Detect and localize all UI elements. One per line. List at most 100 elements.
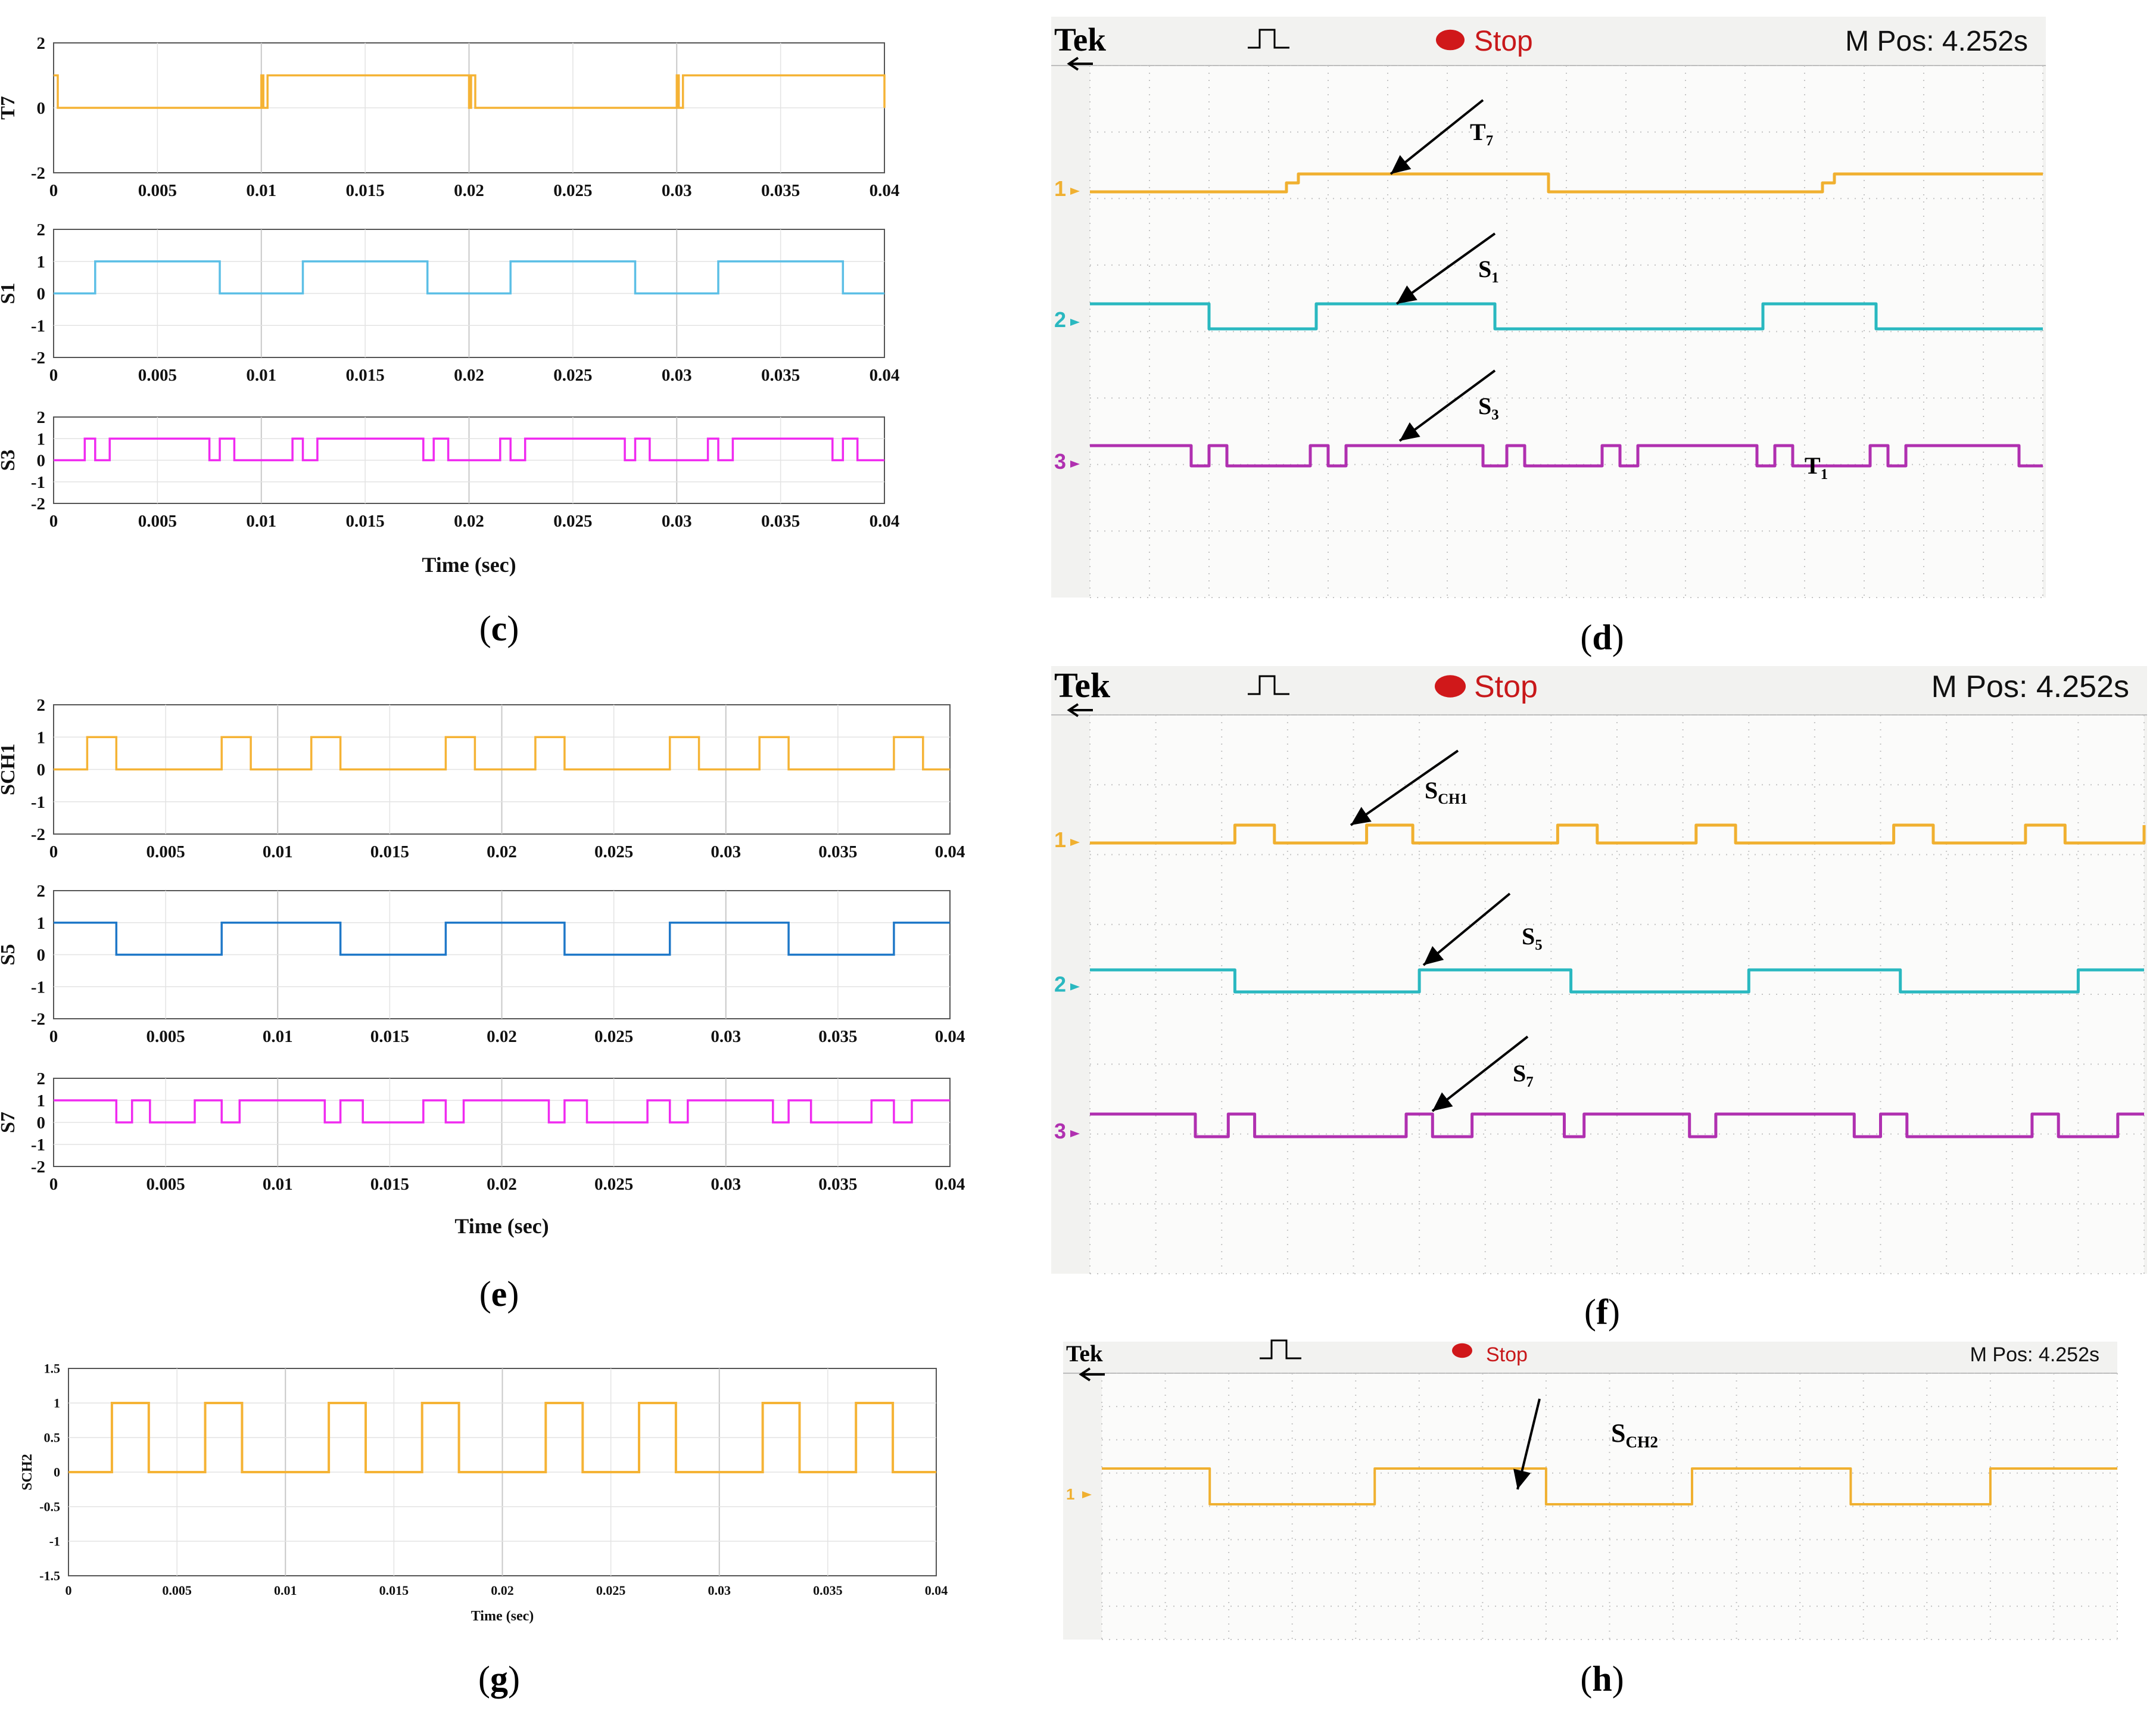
x-tick-label: 0.025 (553, 512, 592, 531)
annotation-arrow (1350, 749, 1459, 826)
y-tick-label: 1 (37, 728, 46, 747)
sim-panel-e: 0 0.005 0.01 0.015 0.02 0.025 0.03 0.035 0.04 2 1 0… (0, 696, 965, 1238)
annotation-subscript: CH1 (1438, 791, 1468, 807)
series-line-S5 (54, 922, 950, 956)
channel-marker-arrow-icon (1070, 319, 1080, 326)
x-tick-label: 0.035 (818, 842, 857, 861)
channel-marker-1: 1 (1054, 827, 1066, 852)
subplot-SCH2: 0 0.005 0.01 0.015 0.02 0.025 0.03 0.035 0.04 1.5… (20, 1361, 948, 1598)
y-tick-label: 0 (37, 452, 46, 471)
subplot-S1: 0 0.005 0.01 0.015 0.02 0.025 0.03 0.035 0.04 2 1 0… (0, 220, 899, 385)
x-tick-label: 0.04 (870, 366, 900, 385)
subplot-S7: 0 0.005 0.01 0.015 0.02 0.025 0.03 0.035 0.04 2 1 0… (0, 1069, 965, 1194)
y-tick-label: 2 (37, 408, 46, 427)
trigger-arrow-head (1067, 57, 1079, 71)
annotation-arrow (1431, 1035, 1529, 1112)
x-tick-label: 0.04 (935, 1027, 965, 1046)
y-tick-label: 2 (37, 696, 46, 715)
subplot-SCH1: 0 0.005 0.01 0.015 0.02 0.025 0.03 0.035 0.04 2 1 0… (0, 696, 965, 861)
x-tick-label: 0.025 (594, 1175, 633, 1194)
series-line-S3 (54, 437, 884, 462)
x-tick-label: 0.015 (370, 1175, 409, 1194)
annotation-arrow (1389, 99, 1484, 175)
annotation-main: T (1805, 452, 1821, 479)
caption-e: (e) (479, 1274, 519, 1314)
x-tick-label: 0.03 (711, 1175, 741, 1194)
series-line-S7 (54, 1099, 950, 1124)
y-axis-label: SCH2 (20, 1454, 35, 1490)
annotation-main: S (1478, 393, 1491, 419)
caption-d: (d) (1580, 618, 1624, 657)
subplot-S3: 0 0.005 0.01 0.015 0.02 0.025 0.03 0.035 0.04 2 1 0… (0, 408, 899, 531)
annotation-arrowhead (1400, 422, 1420, 441)
annotation-label: T7 (1470, 119, 1493, 149)
annotation-main: T (1470, 119, 1486, 145)
y-axis-label: T7 (0, 96, 19, 120)
y-tick-label: -1 (31, 316, 45, 335)
x-tick-label: 0.01 (246, 366, 276, 385)
x-tick-label: 0.005 (147, 842, 185, 861)
y-axis-label: S7 (0, 1112, 19, 1133)
annotation-arrowhead (1432, 1092, 1453, 1111)
annotation-subscript: 7 (1486, 133, 1493, 149)
channel-marker-arrow-icon (1070, 983, 1080, 991)
x-tick-label: 0.025 (596, 1583, 626, 1598)
annotation-label: SCH1 (1425, 777, 1468, 807)
channel-marker-3: 3 (1054, 449, 1066, 474)
x-tick-label: 0.015 (346, 181, 385, 200)
x-tick-label: 0.02 (487, 1175, 517, 1194)
annotation-arrowhead (1397, 285, 1417, 304)
scope-trace-ch3 (1090, 1112, 2144, 1138)
x-tick-label: 0.015 (346, 512, 385, 531)
scope-trace-ch3 (1090, 444, 2043, 468)
series-line-T7 (54, 74, 886, 109)
x-tick-label: 0.035 (818, 1027, 857, 1046)
scope-panel-h: Tek Stop M Pos: 4.252s 1 SCH2 (1063, 1339, 2118, 1640)
stop-indicator-icon (1436, 29, 1465, 51)
x-tick-label: 0 (66, 1583, 72, 1598)
y-tick-label: 2 (37, 882, 46, 901)
x-tick-label: 0.03 (711, 842, 741, 861)
x-tick-label: 0.04 (935, 842, 965, 861)
channel-marker-2: 2 (1054, 307, 1066, 332)
annotation-main: S (1425, 777, 1438, 804)
x-tick-label: 0.03 (708, 1583, 731, 1598)
scope-status: Stop (1474, 26, 1533, 57)
caption-c: (c) (479, 609, 519, 648)
annotation-subscript: 1 (1821, 466, 1828, 483)
x-axis-label: Time (sec) (471, 1609, 534, 1624)
x-tick-label: 0.03 (662, 366, 692, 385)
annotation-arrowhead (1423, 946, 1444, 965)
y-axis-label: SCH1 (0, 743, 19, 795)
annotation-label: S7 (1513, 1060, 1534, 1090)
y-tick-label: 1 (37, 253, 46, 272)
annotation-subscript: 1 (1491, 270, 1498, 286)
y-tick-label: -1.5 (39, 1569, 60, 1584)
y-tick-label: 0 (37, 946, 46, 965)
y-tick-label: -2 (31, 1158, 45, 1177)
y-tick-label: 0 (37, 1113, 46, 1133)
annotation-subscript: 7 (1526, 1074, 1533, 1090)
scope-trace-ch1 (1090, 823, 2146, 845)
x-tick-label: 0.025 (553, 181, 592, 200)
annotation-arrowhead (1391, 155, 1412, 174)
trigger-arrow-head (1079, 1367, 1091, 1382)
channel-marker-arrow-icon (1070, 1130, 1080, 1137)
x-tick-label: 0.025 (553, 366, 592, 385)
stop-indicator-icon (1435, 675, 1466, 698)
annotation-main: S (1478, 256, 1491, 282)
x-axis-label: Time (sec) (422, 553, 516, 577)
y-tick-label: 0 (37, 761, 46, 780)
y-tick-label: -2 (31, 164, 45, 183)
x-tick-label: 0.04 (925, 1583, 948, 1598)
x-tick-label: 0 (49, 1027, 58, 1046)
annotation-main: S (1522, 923, 1535, 950)
x-tick-label: 0.01 (246, 512, 276, 531)
scope-brand: Tek (1066, 1341, 1103, 1367)
y-tick-label: -1 (31, 473, 45, 492)
y-tick-label: 2 (37, 34, 46, 53)
scope-mpos: M Pos: 4.252s (1931, 670, 2129, 704)
